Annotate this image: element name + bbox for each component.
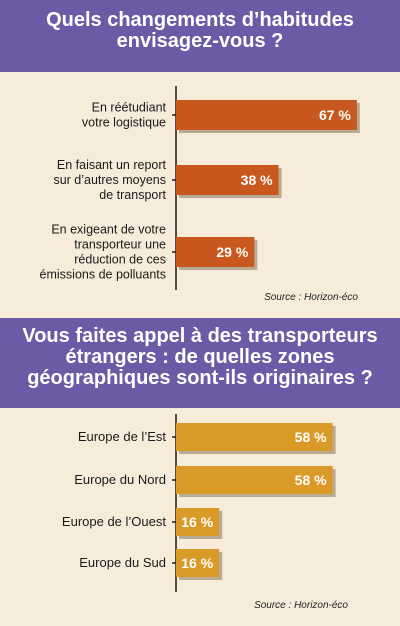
chart2-svg: 58 % Europe de l’Est 58 % Europe du Nord 16 … [62,414,336,592]
chart1-category-label: de transport [99,188,166,202]
chart1-bar [176,100,357,130]
chart2-bar [176,466,333,494]
chart1-category-label: transporteur une [74,238,166,252]
chart1-title-banner: Quels changements d’habitudes envisagez-… [0,0,400,72]
chart1-category-label: votre logistique [82,116,166,130]
chart2-category-label: Europe de l’Est [78,429,167,444]
chart2-category-label: Europe du Nord [74,472,166,487]
chart2-bar [176,549,220,577]
chart1-title-line1: Quels changements d’habitudes [46,9,354,31]
chart2-title-line1: Vous faites appel à des transporteurs [22,325,378,347]
chart2-source: Source : Horizon-éco [254,600,348,611]
chart1-category-label: émissions de polluants [40,268,166,282]
chart1-bar [176,237,255,267]
chart1-category-label: En exigeant de votre [51,223,166,237]
chart2-bar [176,508,220,536]
chart1-category-label: réduction de ces [74,253,166,267]
chart1-value-label: 29 % [216,244,248,260]
chart2-value-label: 58 % [295,472,327,488]
chart2-title-line2: étrangers : de quelles zones [65,346,335,368]
chart1-bar [176,165,279,195]
chart2-bar [176,423,333,451]
chart1-source: Source : Horizon-éco [264,292,358,303]
chart1-title-line2: envisagez-vous ? [116,30,284,52]
chart2-value-label: 16 % [181,514,213,530]
chart2-value-label: 58 % [295,429,327,445]
chart1-category-label: En faisant un report [57,158,167,172]
chart2-category-label: Europe de l’Ouest [62,514,166,529]
chart1-value-label: 38 % [241,172,273,188]
chart2-title-line3: géographiques sont-ils originaires ? [27,367,373,389]
chart2-title-banner: Vous faites appel à des transporteurs ét… [0,318,400,408]
chart2-value-label: 16 % [181,555,213,571]
chart1-category-label: sur d’autres moyens [53,173,166,187]
chart1-value-label: 67 % [319,107,351,123]
chart1-category-label: En réétudiant [92,101,167,115]
chart2-category-label: Europe du Sud [79,555,166,570]
